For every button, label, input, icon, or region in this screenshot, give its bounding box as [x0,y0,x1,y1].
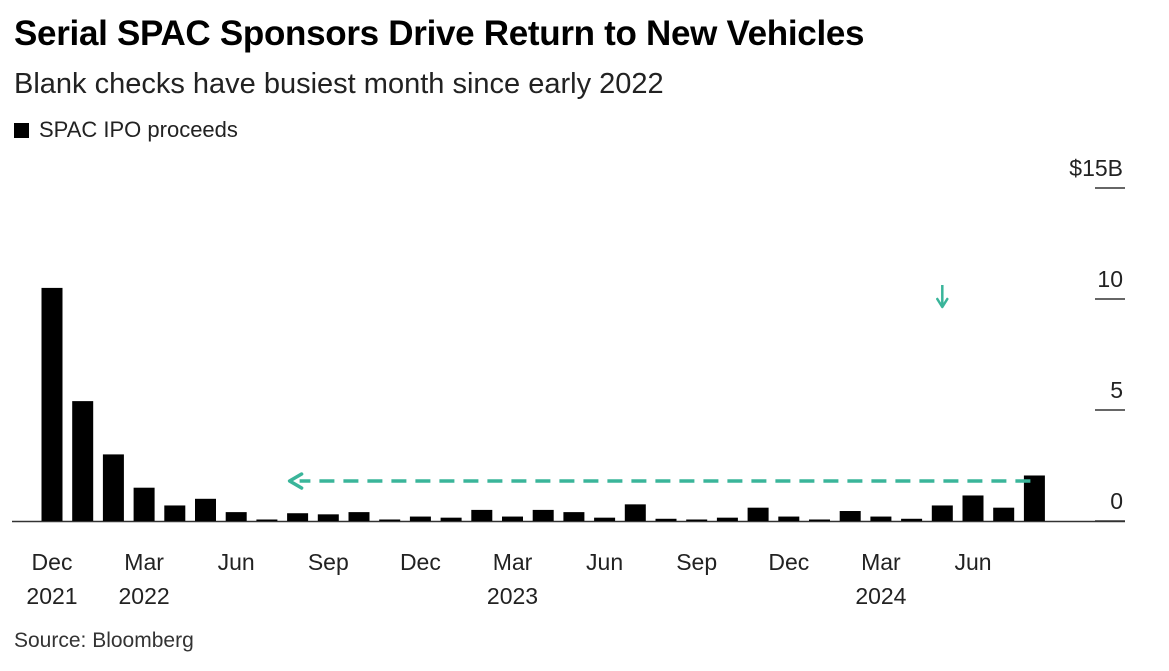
bar-2023-02 [471,509,493,521]
bar-2022-03 [133,487,155,521]
bar-2022-09 [317,514,339,521]
x-tick-label: Sep [676,549,717,575]
bar-2023-07 [624,504,646,521]
bar-2022-07 [256,519,278,521]
x-tick-label: Dec [32,549,73,575]
bar-2024-03 [870,516,892,521]
x-tick-label: Sep [308,549,349,575]
bar-2024-05 [931,505,953,521]
legend-label-spac-ipo-proceeds: SPAC IPO proceeds [39,117,238,142]
bar-2023-10 [716,517,738,521]
x-tick-label: Jun [586,549,623,575]
bar-2023-01 [440,517,462,521]
bar-2024-06 [962,495,984,521]
annotation-arrow-down-head [936,297,949,309]
bar-2022-12 [409,516,431,521]
annotation-dashed-arrow-head [287,472,304,490]
y-tick-label: 5 [1110,377,1123,403]
x-tick-label: Jun [954,549,991,575]
x-tick-label: Mar [124,549,164,575]
bar-2022-11 [379,519,401,521]
bar-2023-04 [532,509,554,521]
bar-2023-12 [778,516,800,521]
x-tick-label: Mar [493,549,533,575]
x-tick-label: Dec [768,549,809,575]
x-tick-year-label: 2023 [487,583,538,609]
bar-2024-04 [901,518,923,521]
chart-title: Serial SPAC Sponsors Drive Return to New… [14,14,865,53]
x-tick-year-label: 2022 [119,583,170,609]
bar-2021-12 [41,287,63,521]
x-tick-year-label: 2021 [26,583,77,609]
bar-2023-06 [594,517,616,521]
x-tick-label: Mar [861,549,901,575]
y-tick-label: $15B [1069,155,1123,181]
chart-subtitle: Blank checks have busiest month since ea… [14,68,664,100]
y-tick-label: 10 [1097,266,1123,292]
bar-2022-05 [195,498,216,521]
legend: SPAC IPO proceeds [14,117,238,143]
bar-2024-01 [809,519,830,521]
source-note: Source: Bloomberg [14,629,194,652]
bar-2023-05 [563,512,585,521]
x-tick-label: Dec [400,549,441,575]
bar-2024-07 [993,507,1015,521]
bar-2022-02 [102,454,124,521]
x-tick-label: Jun [218,549,255,575]
bar-2022-06 [225,512,247,521]
x-tick-year-label: 2024 [855,583,906,609]
bar-2022-04 [164,505,186,521]
bar-2023-11 [747,507,769,521]
bar-2023-09 [686,519,708,521]
bar-2024-02 [839,511,861,521]
bar-2022-08 [287,513,309,521]
bar-2024-08 [1023,475,1045,521]
legend-swatch-spac-ipo-proceeds [14,122,29,138]
y-tick-label: 0 [1110,488,1123,514]
bar-2023-08 [655,518,677,521]
bar-2022-10 [348,512,370,521]
bar-2023-03 [502,516,523,521]
bar-2022-01 [72,401,94,521]
